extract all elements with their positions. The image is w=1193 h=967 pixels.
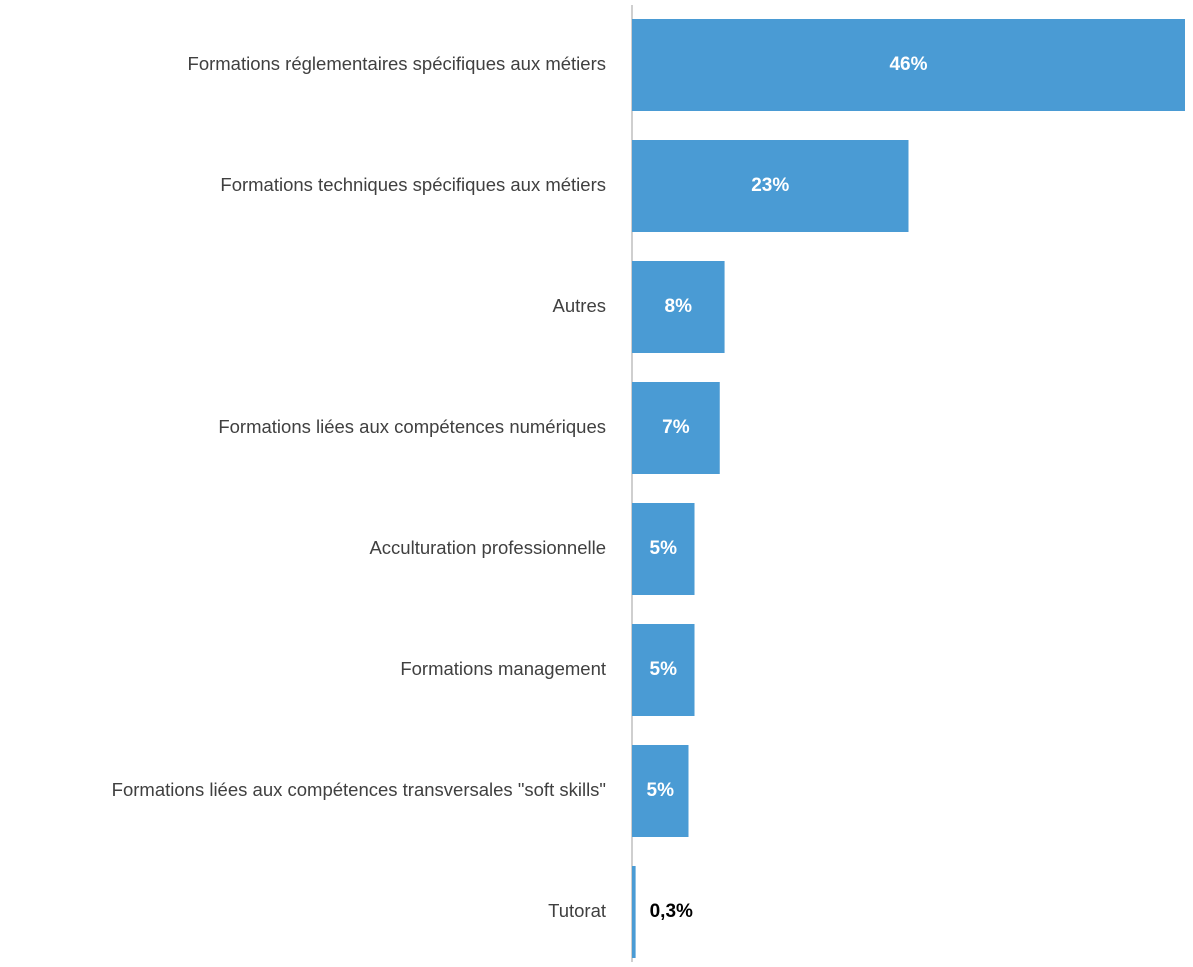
category-label: Autres [553,295,606,316]
bar [632,140,909,232]
value-label: 5% [650,538,678,559]
bar [632,745,689,837]
bar [632,19,1185,111]
category-label: Acculturation professionnelle [369,537,606,558]
value-label: 8% [665,296,693,317]
category-label: Formations techniques spécifiques aux mé… [220,174,606,195]
bar [632,624,695,716]
value-label: 0,3% [650,901,693,922]
bar [632,503,695,595]
category-label: Tutorat [548,900,606,921]
bar [632,261,725,353]
category-label: Formations liées aux compétences numériq… [218,416,606,437]
value-label: 7% [662,417,690,438]
category-label: Formations liées aux compétences transve… [112,779,606,800]
category-label: Formations réglementaires spécifiques au… [188,53,606,74]
value-label: 23% [751,175,789,196]
value-label: 5% [650,659,678,680]
category-label: Formations management [400,658,606,679]
value-label: 5% [647,780,675,801]
bar [632,382,720,474]
bar [632,866,636,958]
value-label: 46% [889,54,927,75]
